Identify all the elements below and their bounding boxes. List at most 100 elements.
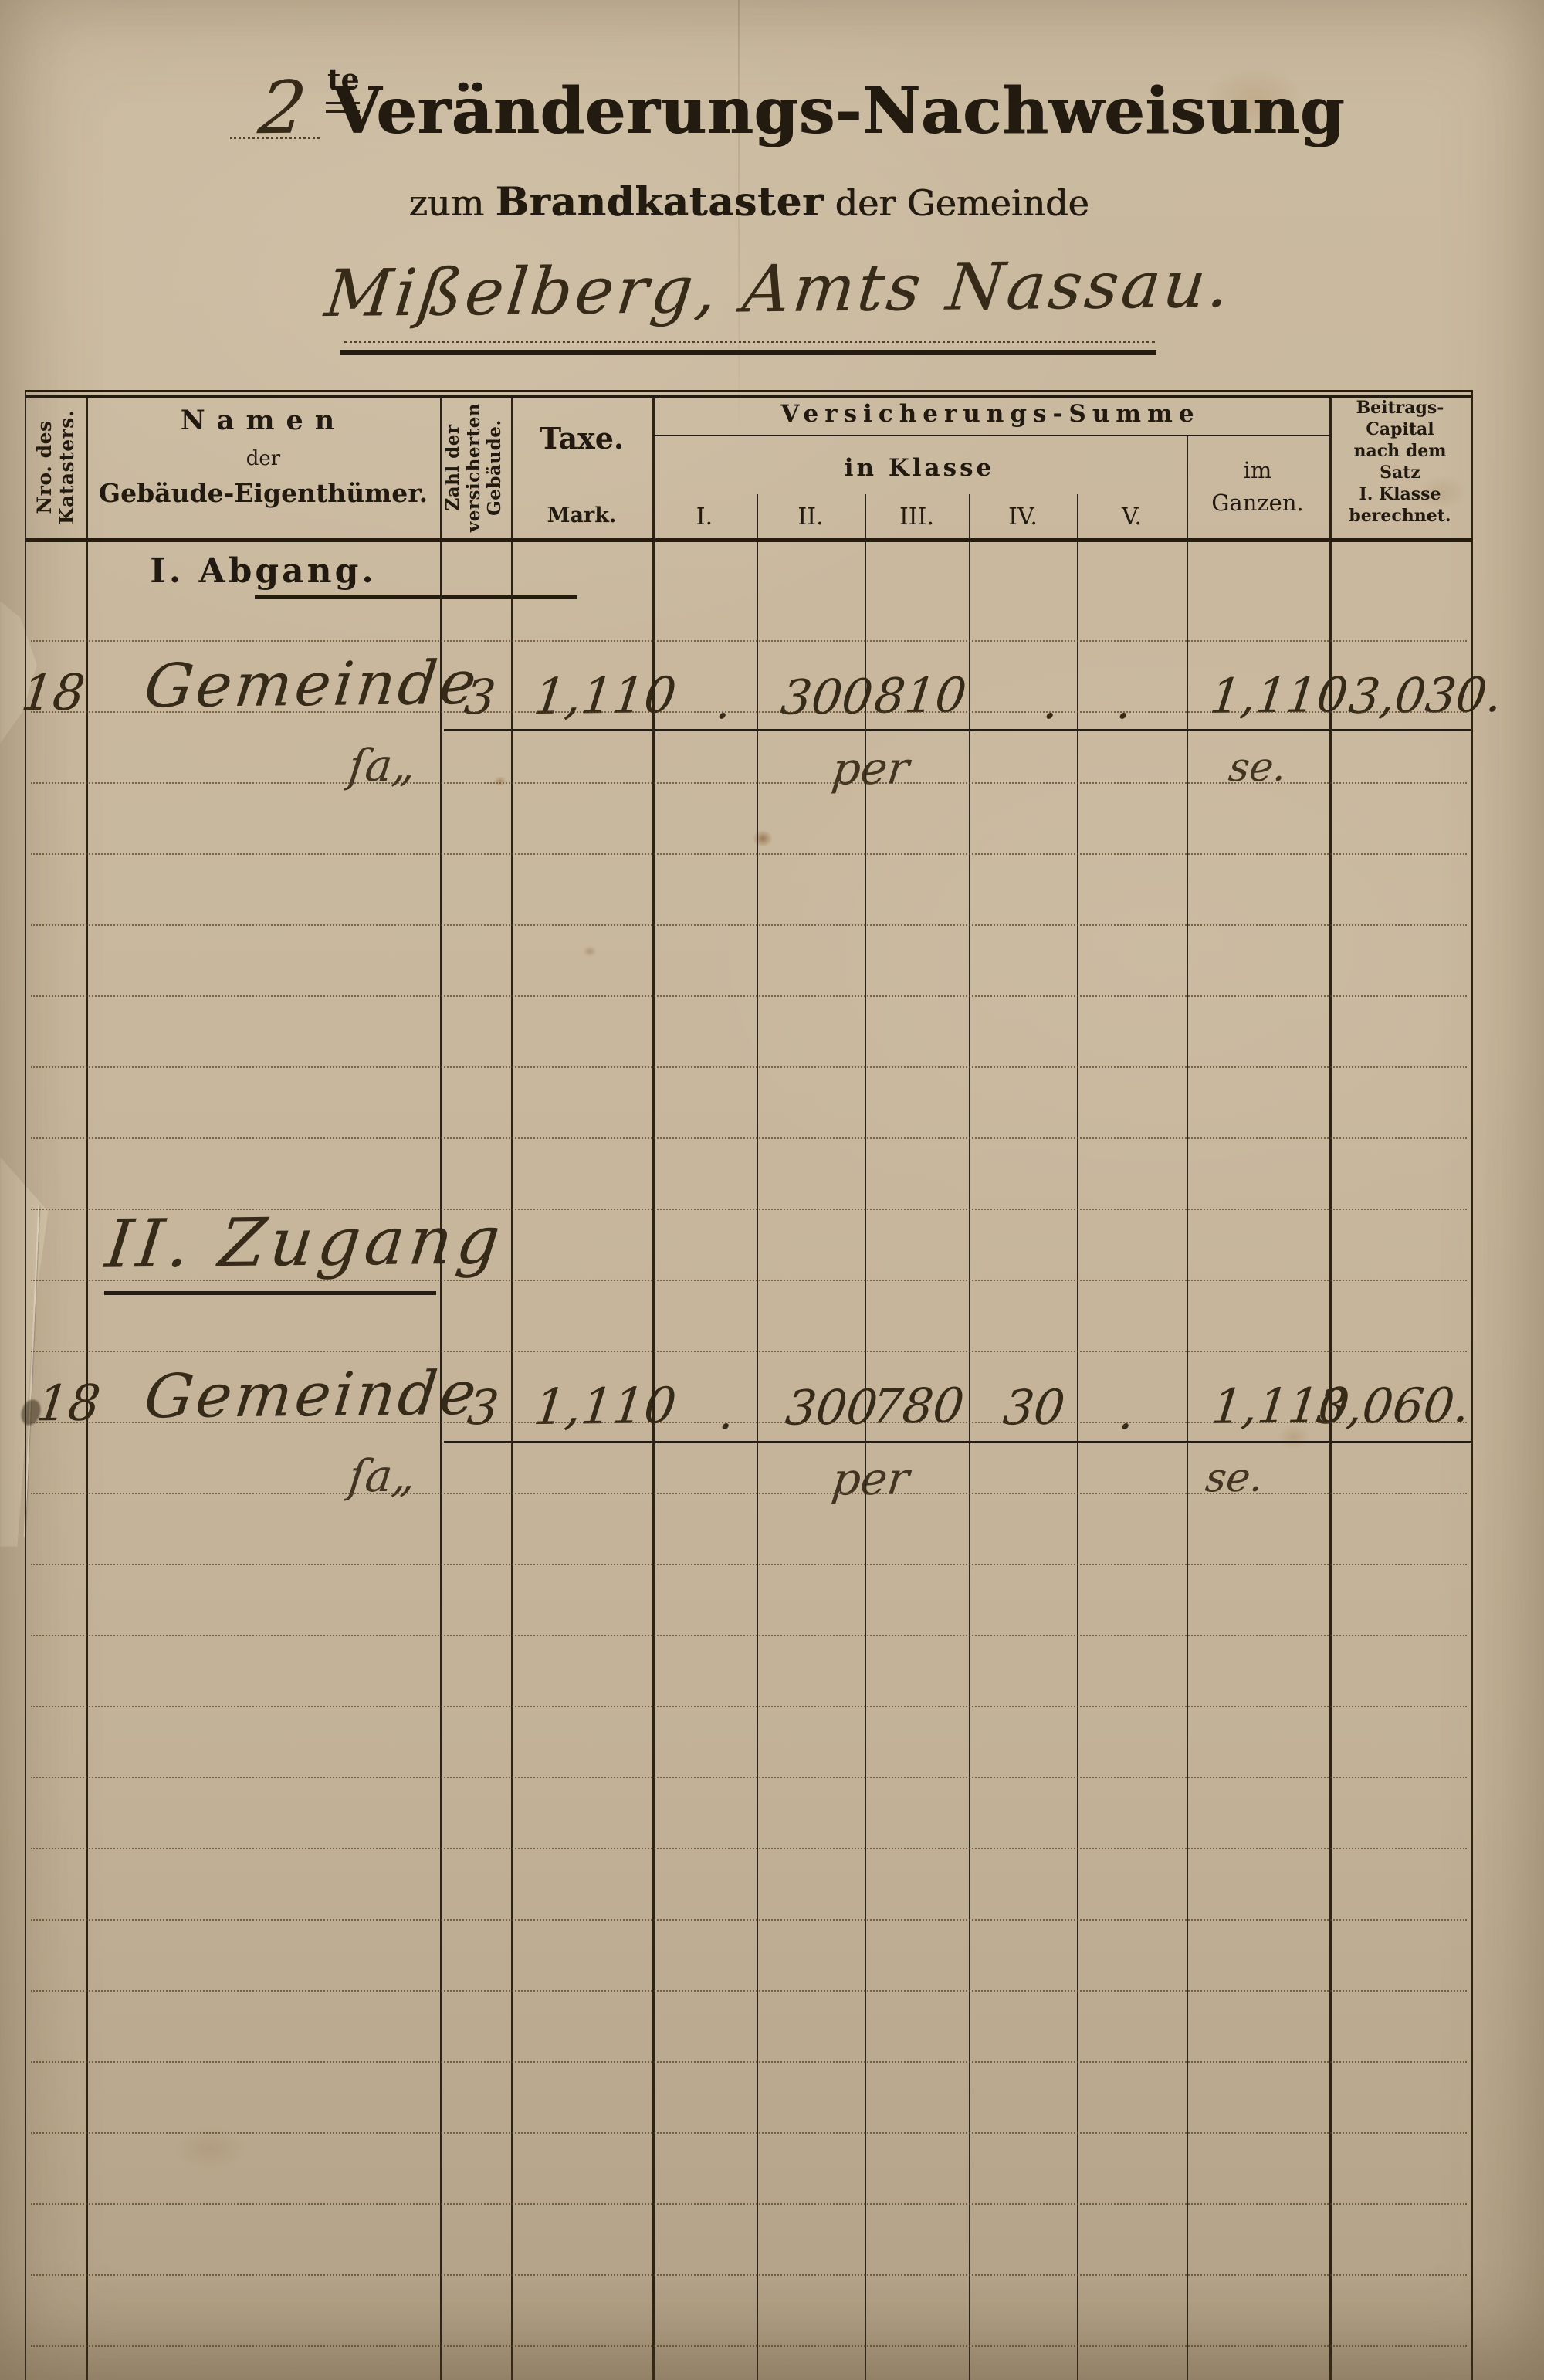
table-column-rule xyxy=(511,396,513,2380)
dotted-ruling-line xyxy=(31,995,1467,997)
dotted-ruling-line xyxy=(31,1635,1467,1636)
table-column-rule xyxy=(1471,390,1473,2380)
row-zugang-beitrag: 3,060. xyxy=(1313,1376,1473,1436)
dotted-ruling-line xyxy=(31,2132,1467,2134)
table-header-rule xyxy=(25,538,1473,542)
dotted-ruling-line xyxy=(31,1351,1467,1352)
row-abgang-klasse2: 300 xyxy=(777,668,876,726)
zugang-underline xyxy=(104,1291,436,1295)
row-abgang-beitrag: 3,030. xyxy=(1346,666,1505,725)
col-header-klasse-2: II. xyxy=(797,503,824,531)
row-zugang-owner-name: Gemeinde xyxy=(141,1358,483,1432)
row-abgang-taxe: 1,110 xyxy=(530,667,679,726)
dotted-ruling-line xyxy=(31,1777,1467,1778)
dotted-ruling-line xyxy=(31,1422,1467,1423)
col-header-klasse-1: I. xyxy=(696,503,713,531)
row-zugang-klasse3: 780 xyxy=(868,1377,967,1435)
dotted-ruling-line xyxy=(31,1706,1467,1707)
section-label-zugang: II. Zugang xyxy=(102,1202,509,1283)
paper-stain xyxy=(174,2127,247,2170)
table-column-rule xyxy=(1077,494,1078,2380)
table-header-rule xyxy=(652,435,1330,436)
row-abgang-klasse4: . xyxy=(1041,675,1062,731)
dotted-ruling-line xyxy=(31,924,1467,926)
dotted-ruling-line xyxy=(31,640,1467,642)
col-header-klasse-4: IV. xyxy=(1008,503,1038,531)
table-column-rule xyxy=(440,396,442,2380)
col-header-in-klasse: in Klasse xyxy=(844,454,995,482)
row-zugang-klasse4: 30 xyxy=(1000,1378,1068,1436)
row-abgang-klasse1: . xyxy=(713,675,735,731)
dotted-ruling-line xyxy=(31,853,1467,855)
row-zugang-sum-line xyxy=(444,1441,1471,1443)
dotted-ruling-line xyxy=(31,782,1467,784)
row-abgang-owner-name: Gemeinde xyxy=(141,648,483,722)
row-abgang-building-count: 3 xyxy=(461,668,499,726)
owner-header-line2: der xyxy=(245,447,281,470)
dotted-ruling-line xyxy=(31,2274,1467,2276)
table-column-rule xyxy=(652,396,655,2380)
col-header-owner-names: Namen der Gebäude-Eigenthümer. xyxy=(86,405,440,508)
dotted-ruling-line xyxy=(31,1280,1467,1281)
gemeinde-underline-solid xyxy=(340,350,1156,355)
owner-header-line1: Namen xyxy=(180,405,347,436)
table-column-rule xyxy=(757,494,758,2380)
row-abgang-sum-line xyxy=(444,729,1471,731)
dotted-ruling-line xyxy=(31,1493,1467,1494)
col-header-im-ganzen: im Ganzen. xyxy=(1211,457,1304,516)
table-header-rule xyxy=(25,395,1473,398)
col-header-klasse-5: V. xyxy=(1122,503,1142,531)
table-header-rule xyxy=(25,390,1473,392)
page-subtitle: zum Brandkataster der Gemeinde xyxy=(0,179,1498,225)
subtitle-prefix: zum xyxy=(408,182,484,224)
col-header-versicherungs-summe: Versicherungs-Summe xyxy=(780,400,1200,428)
ordinal-underline xyxy=(230,137,320,139)
dotted-ruling-line xyxy=(31,2203,1467,2205)
dotted-ruling-line xyxy=(31,1990,1467,1992)
ordinal-number-handwritten: 2 xyxy=(254,66,311,151)
dotted-ruling-line xyxy=(31,2061,1467,2063)
row-abgang-ditto-mark: ſa„ xyxy=(346,738,418,792)
row-abgang-note-per: per xyxy=(829,741,913,795)
dotted-ruling-line xyxy=(31,2345,1467,2347)
dotted-ruling-line xyxy=(31,711,1467,713)
col-header-klasse-3: III. xyxy=(899,503,935,531)
gemeinde-name-handwritten: Mißelberg, Amts Nassau. xyxy=(321,246,1237,332)
page-title: Veränderungs-Nachweisung xyxy=(332,74,1345,148)
table-column-rule xyxy=(865,494,866,2380)
dotted-ruling-line xyxy=(31,1564,1467,1565)
table-column-rule xyxy=(1187,436,1188,2380)
table-column-rule xyxy=(1329,396,1332,2380)
subtitle-emphasis: Brandkataster xyxy=(495,179,824,225)
dotted-ruling-line xyxy=(31,1919,1467,1921)
taxe-unit-label: Mark. xyxy=(547,503,617,527)
table-column-rule xyxy=(86,396,88,2380)
ordinal-suffix-underline xyxy=(326,102,360,113)
ordinal-suffix: te xyxy=(327,62,360,97)
gemeinde-underline-dotted xyxy=(344,341,1155,343)
row-zugang-taxe: 1,110 xyxy=(530,1378,679,1436)
dotted-ruling-line xyxy=(31,1137,1467,1139)
col-header-beitrags-capital: Beitrags- Capital nach dem Satz I. Klass… xyxy=(1349,398,1451,526)
col-header-taxe: Taxe. Mark. xyxy=(511,421,652,527)
table-column-rule xyxy=(25,390,26,2380)
paper-stain xyxy=(753,830,773,847)
table-column-rule xyxy=(969,494,970,2380)
dotted-ruling-line xyxy=(31,1066,1467,1068)
row-zugang-note-per: per xyxy=(829,1452,913,1506)
dotted-ruling-line xyxy=(31,1848,1467,1849)
owner-header-line3: Gebäude-Eigenthümer. xyxy=(98,478,428,508)
row-abgang-klasse3: 810 xyxy=(871,666,970,724)
row-zugang-klasse5: . xyxy=(1116,1385,1138,1441)
row-zugang-ditto-mark: ſa„ xyxy=(346,1449,418,1503)
col-header-kataster-nr: Nro. des Katasters. xyxy=(33,409,78,525)
taxe-label: Taxe. xyxy=(539,421,625,456)
paper-stain xyxy=(494,776,506,786)
row-zugang-building-count: 3 xyxy=(464,1378,502,1436)
row-zugang-klasse1: . xyxy=(716,1385,738,1441)
abgang-underline xyxy=(255,595,577,599)
subtitle-suffix: der Gemeinde xyxy=(835,182,1089,224)
section-label-abgang: I. Abgang. xyxy=(150,551,377,591)
col-header-insured-count: Zahl der versicherten Gebäude. xyxy=(442,402,506,532)
